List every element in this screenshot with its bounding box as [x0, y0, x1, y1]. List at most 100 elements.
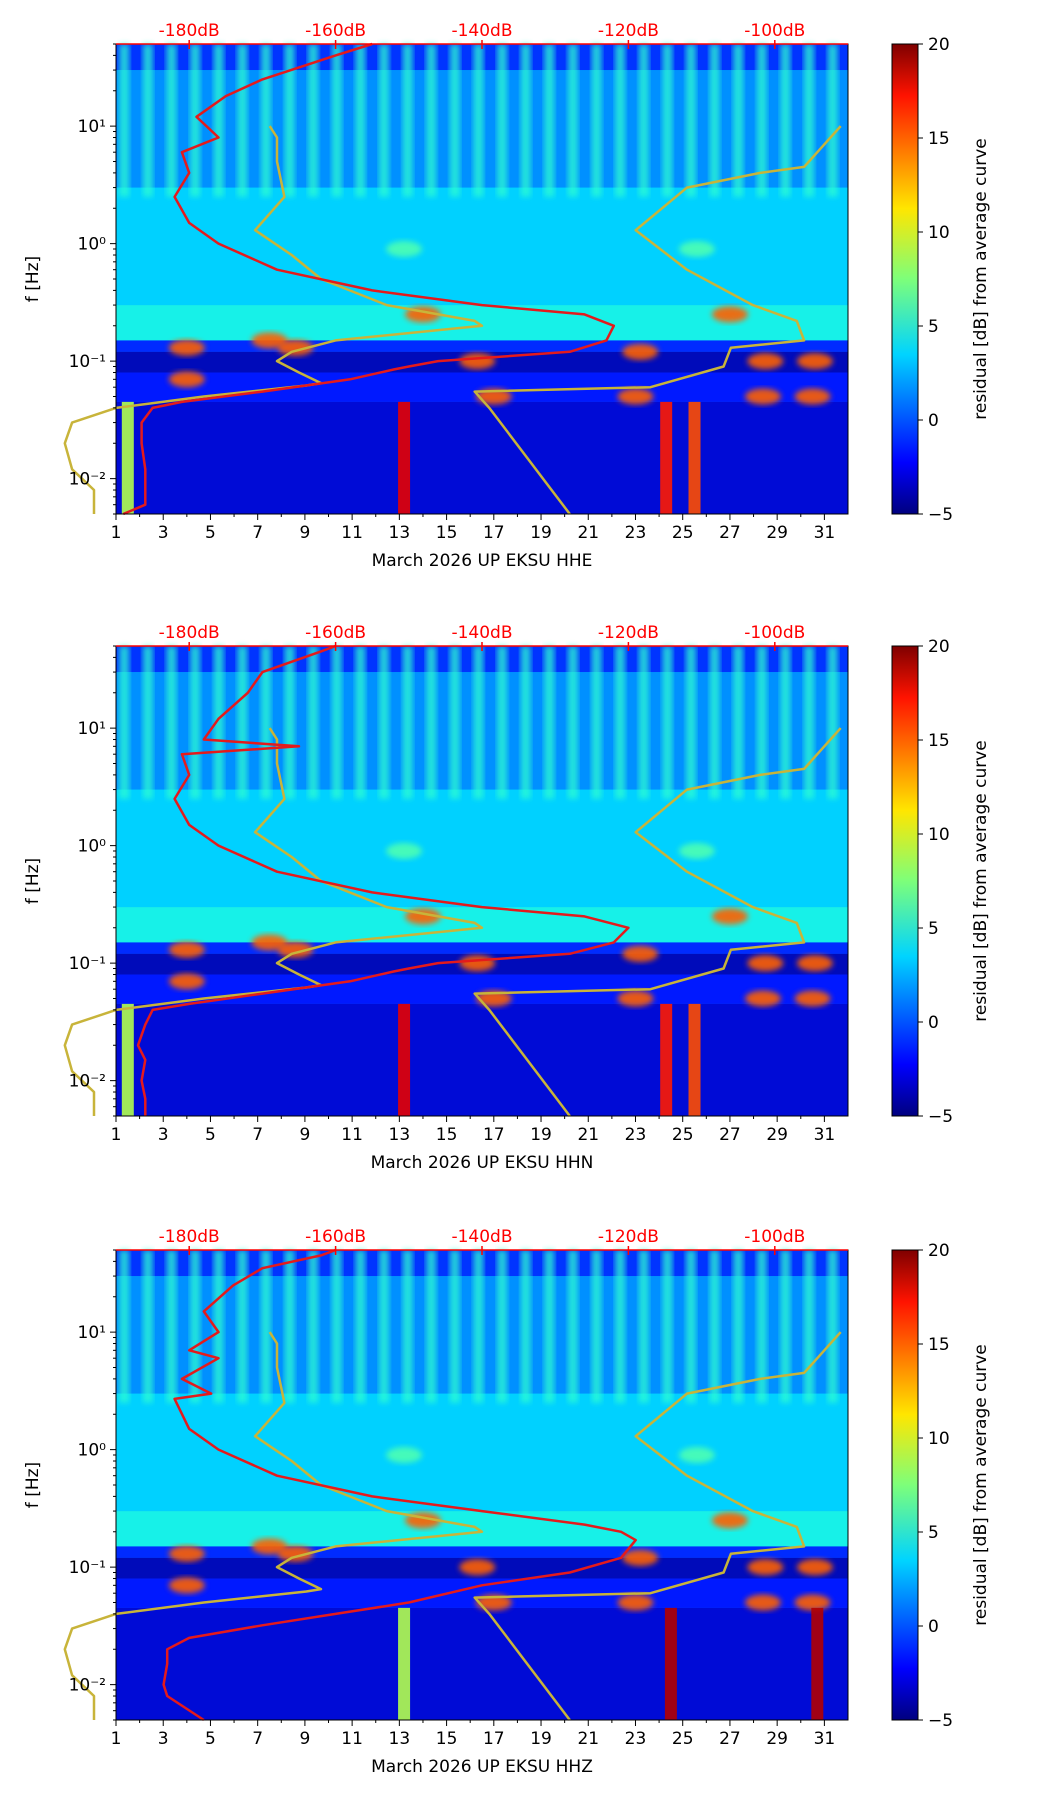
top-db-tick-label: -120dB	[598, 1227, 659, 1247]
heatmap-event	[168, 973, 205, 990]
colorbar-tick-label: 20	[928, 35, 950, 55]
y-tick-label: 10⁻²	[69, 1676, 106, 1696]
heatmap-event	[796, 353, 833, 370]
heatmap-streak	[402, 44, 413, 197]
heatmap-streak	[284, 44, 295, 197]
average-psd-curve	[122, 42, 616, 516]
heatmap-streak	[260, 44, 271, 197]
heatmap-streak	[662, 1250, 673, 1403]
colorbar-tick-label: 15	[928, 1335, 950, 1355]
heatmap-streak	[308, 1250, 319, 1403]
heatmap-event	[794, 388, 831, 405]
colorbar-tick-label: 0	[928, 1617, 939, 1637]
x-tick-label: 9	[299, 1729, 310, 1749]
noise-model-high-curve	[473, 1331, 842, 1721]
heatmap-streak	[756, 44, 767, 197]
heatmap-band	[116, 789, 848, 908]
x-tick-label: 7	[252, 523, 263, 543]
x-tick-label: 5	[205, 1729, 216, 1749]
heatmap-event	[747, 955, 784, 972]
heatmap-streak	[260, 646, 271, 799]
x-tick-label: 1	[111, 1729, 122, 1749]
heatmap-band	[116, 1607, 848, 1720]
colorbar-tick-label: 20	[928, 1241, 950, 1261]
x-tick-label: 25	[672, 523, 694, 543]
colorbar-tick-label: −5	[928, 1107, 953, 1127]
heatmap-event	[796, 1559, 833, 1576]
x-tick-label: 25	[672, 1729, 694, 1749]
heatmap-column	[398, 401, 411, 514]
heatmap-streak	[379, 646, 390, 799]
panel-hhz: 1 3 5 7 9 11 13 15 17 19 21 23 25 27 29 31 10⁻²10⁻¹10⁰1…	[23, 1227, 991, 1777]
heatmap-streak	[166, 44, 177, 197]
x-tick-label: 15	[436, 523, 458, 543]
colorbar-tick-label: 15	[928, 731, 950, 751]
heatmap-band	[116, 401, 848, 514]
heatmap-streak	[190, 646, 201, 799]
colorbar-tick-label: 5	[928, 317, 939, 337]
heatmap-streak	[237, 44, 248, 197]
noise-model-high-curve	[473, 727, 842, 1117]
top-db-tick-label: -100dB	[744, 623, 805, 643]
y-tick-label: 10⁻²	[69, 1072, 106, 1092]
heatmap-streak	[520, 44, 531, 197]
heatmap-streak	[331, 646, 342, 799]
heatmap-streak	[567, 646, 578, 799]
heatmap-streak	[402, 646, 413, 799]
colorbar-tick-label: 10	[928, 825, 950, 845]
top-db-tick-label: -160dB	[305, 1227, 366, 1247]
noise-model-low-curve	[63, 125, 484, 514]
top-db-tick-label: -120dB	[598, 21, 659, 41]
heatmap-streak	[591, 1250, 602, 1403]
heatmap-streak	[355, 1250, 366, 1403]
heatmap-streak	[355, 44, 366, 197]
heatmap-column	[398, 1607, 411, 1720]
x-tick-label: 3	[158, 523, 169, 543]
x-tick-label: 29	[766, 523, 788, 543]
heatmap-streak	[426, 1250, 437, 1403]
x-tick-label: 13	[389, 523, 411, 543]
x-axis-label: March 2026 UP EKSU HHE	[372, 551, 593, 571]
x-tick-label: 1	[111, 1125, 122, 1145]
heatmap-streak	[780, 646, 791, 799]
x-tick-label: 13	[389, 1125, 411, 1145]
heatmap-streak	[426, 646, 437, 799]
heatmap-streak	[308, 646, 319, 799]
heatmap-streak	[331, 44, 342, 197]
average-psd-curve	[136, 644, 630, 1116]
heatmap-streak	[733, 44, 744, 197]
x-tick-label: 21	[577, 1125, 599, 1145]
colorbar-tick-label: 5	[928, 919, 939, 939]
colorbar-label: residual [dB] from average curve	[971, 740, 991, 1021]
heatmap-streak	[473, 1250, 484, 1403]
heatmap-event	[711, 908, 748, 925]
y-axis-label: f [Hz]	[23, 1462, 43, 1508]
heatmap-event	[794, 990, 831, 1007]
x-tick-label: 11	[341, 1125, 363, 1145]
top-db-tick-label: -100dB	[744, 1227, 805, 1247]
heatmap-streak	[237, 646, 248, 799]
heatmap-event	[277, 1545, 314, 1562]
heatmap-event	[617, 1594, 654, 1611]
heatmap-column	[664, 1607, 677, 1720]
heatmap-streak	[544, 1250, 555, 1403]
heatmap-streak	[733, 646, 744, 799]
heatmap-event	[744, 990, 781, 1007]
heatmap-streak	[190, 1250, 201, 1403]
colorbar-gradient	[891, 645, 919, 1117]
heatmap-band	[116, 1546, 848, 1558]
heatmap-event	[622, 343, 659, 360]
heatmap-streak	[284, 1250, 295, 1403]
heatmap-streak	[827, 44, 838, 197]
heatmap-streak	[426, 44, 437, 197]
x-tick-label: 1	[111, 523, 122, 543]
heatmap-streak	[497, 646, 508, 799]
heatmap-event	[251, 332, 288, 349]
x-tick-label: 25	[672, 1125, 694, 1145]
average-psd-curve	[162, 1248, 637, 1722]
heatmap-column	[121, 401, 134, 514]
heatmap-event	[168, 1577, 205, 1594]
heatmap-streak	[567, 1250, 578, 1403]
colorbar-tick-label: 15	[928, 129, 950, 149]
heatmap-streak	[780, 44, 791, 197]
